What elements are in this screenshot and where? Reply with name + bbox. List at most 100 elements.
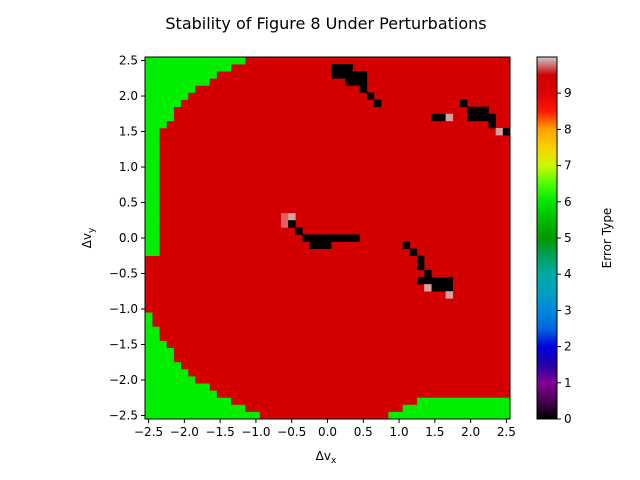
heatmap-cell xyxy=(238,411,246,420)
heatmap-cell xyxy=(481,404,489,413)
y-tick-label: 2.5 xyxy=(119,54,138,68)
heatmap-cell xyxy=(195,404,203,413)
heatmap-cell xyxy=(474,113,482,122)
heatmap-cell xyxy=(202,383,210,391)
heatmap-cell xyxy=(152,127,160,136)
heatmap-cell xyxy=(152,191,160,200)
heatmap-cell xyxy=(230,404,239,413)
heatmap-cell xyxy=(331,71,339,79)
colorbar-tick-label: 4 xyxy=(564,267,572,281)
heatmap-cell xyxy=(145,57,153,65)
y-tick-label: −1.5 xyxy=(109,337,138,351)
heatmap-cell xyxy=(145,411,153,420)
heatmap-cell xyxy=(467,404,475,413)
heatmap-cell xyxy=(424,411,432,420)
heatmap-cell xyxy=(180,78,189,86)
x-tick-label: 0.5 xyxy=(354,425,373,439)
heatmap-cell xyxy=(173,92,182,100)
heatmap-cell xyxy=(145,348,153,356)
heatmap-cell xyxy=(187,411,196,420)
heatmap-cell xyxy=(295,227,303,235)
y-tick-label: −1.0 xyxy=(109,302,138,316)
heatmap-cell xyxy=(352,78,361,86)
heatmap-cell xyxy=(145,220,153,228)
heatmap-cell xyxy=(223,404,232,413)
heatmap-cell xyxy=(159,78,167,86)
heatmap-cell xyxy=(488,120,496,129)
heatmap-cell xyxy=(230,57,239,65)
colorbar-tick-label: 1 xyxy=(564,376,572,390)
heatmap-cell xyxy=(195,71,203,79)
heatmap-cell xyxy=(409,411,418,420)
heatmap-cell xyxy=(459,404,468,413)
y-tick-label: 1.0 xyxy=(119,160,138,174)
y-axis: 2.5 2.0 1.5 1.0 0.5 0.0 −0.5 −1.0 −1.5 −2.0 −2.5 xyxy=(109,54,145,422)
heatmap-cell xyxy=(152,355,160,363)
colorbar-tick-label: 6 xyxy=(564,195,572,209)
heatmap-cell xyxy=(166,78,174,86)
heatmap-cell xyxy=(180,57,189,65)
heatmap-cell xyxy=(173,64,182,72)
heatmap-cell xyxy=(345,71,353,79)
heatmap-cell xyxy=(374,99,382,107)
heatmap-cell xyxy=(159,390,167,399)
heatmap-cell xyxy=(438,411,446,420)
colorbar-tick-label: 3 xyxy=(564,303,572,317)
heatmap-cell xyxy=(252,411,260,420)
heatmap-cell xyxy=(488,411,496,420)
heatmap-cell xyxy=(145,92,153,100)
heatmap-cell xyxy=(459,99,468,107)
colorbar xyxy=(536,56,558,420)
heatmap-cell xyxy=(159,340,167,349)
heatmap-cell xyxy=(145,397,153,406)
heatmap-cell xyxy=(159,92,167,100)
heatmap-cell xyxy=(152,340,160,349)
heatmap-cell xyxy=(152,326,160,335)
heatmap-cell xyxy=(416,262,425,271)
heatmap-cell xyxy=(223,64,232,72)
heatmap-cell xyxy=(145,213,153,221)
heatmap-cell xyxy=(152,163,160,171)
heatmap-cell xyxy=(459,411,468,420)
heatmap-cell xyxy=(173,411,182,420)
heatmap-cell xyxy=(416,277,425,285)
heatmap-cell xyxy=(424,277,432,285)
colorbar-label: Error Type xyxy=(600,208,614,269)
x-tick-label: −0.5 xyxy=(277,425,306,439)
heatmap-cell xyxy=(431,113,439,122)
y-tick-label: 0.5 xyxy=(119,196,138,210)
chart-title: Stability of Figure 8 Under Perturbation… xyxy=(165,14,486,33)
heatmap-cell xyxy=(152,64,160,72)
heatmap-cell xyxy=(173,78,182,86)
heatmap-cell xyxy=(488,404,496,413)
x-tick-label: 0.0 xyxy=(318,425,337,439)
heatmap-cell xyxy=(431,284,439,292)
heatmap-cell xyxy=(166,92,174,100)
heatmap-cell xyxy=(145,106,153,115)
heatmap-cell xyxy=(152,184,160,193)
heatmap-cell xyxy=(467,397,475,406)
heatmap-cell xyxy=(481,411,489,420)
heatmap-cell xyxy=(145,206,153,214)
heatmap-cell xyxy=(495,397,504,406)
heatmap-cell xyxy=(495,127,504,136)
heatmap-cell xyxy=(338,64,346,72)
heatmap-cell xyxy=(145,120,153,129)
heatmap-cell xyxy=(152,213,160,221)
heatmap-cell xyxy=(152,156,160,164)
heatmap-cell xyxy=(481,113,489,122)
heatmap-cell xyxy=(338,234,346,242)
x-tick-label: −1.0 xyxy=(241,425,270,439)
heatmap-cell xyxy=(145,333,153,342)
heatmap-cell xyxy=(145,404,153,413)
heatmap-cell xyxy=(180,397,189,406)
heatmap-cell xyxy=(159,85,167,93)
colorbar-tick-label: 2 xyxy=(564,340,572,354)
heatmap-cell xyxy=(166,64,174,72)
heatmap-cell xyxy=(359,78,368,86)
heatmap-cell xyxy=(180,376,189,384)
heatmap-cell xyxy=(145,369,153,377)
heatmap-cell xyxy=(152,78,160,86)
heatmap-cell xyxy=(152,135,160,143)
heatmap-cell xyxy=(166,71,174,79)
